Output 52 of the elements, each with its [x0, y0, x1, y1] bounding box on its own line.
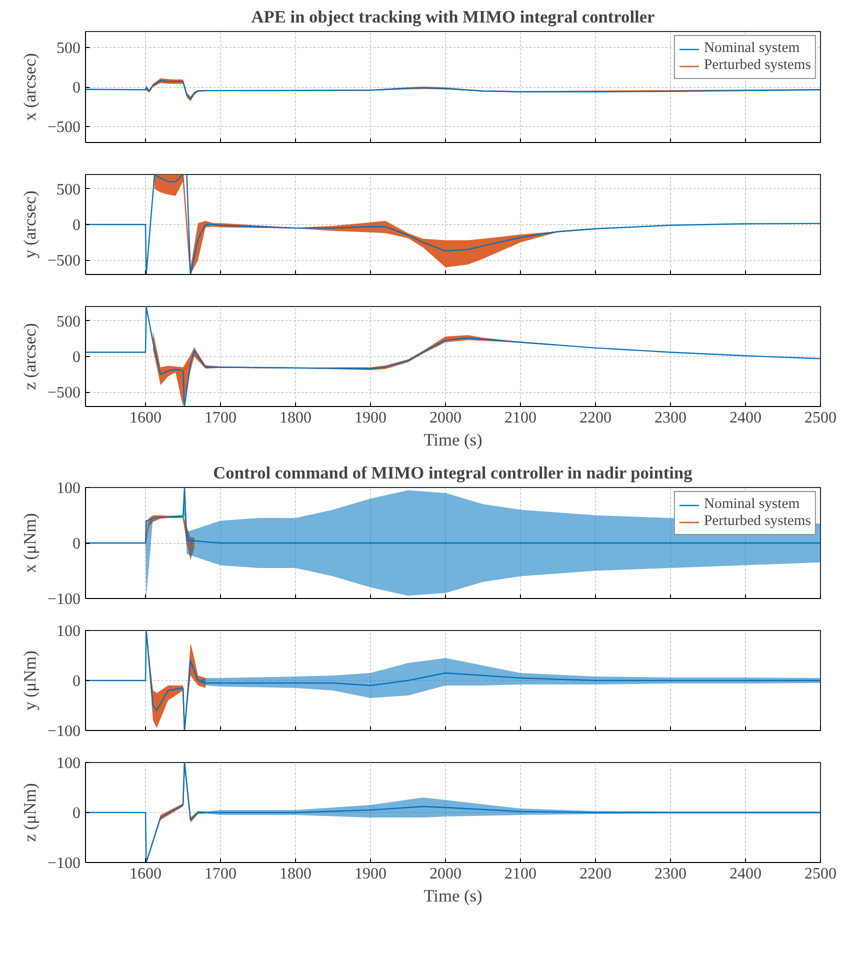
legend-label: Perturbed systems	[704, 57, 811, 74]
legend-label: Perturbed systems	[704, 513, 811, 530]
y-axis-title: y (arcsec)	[20, 190, 40, 258]
y-axis-title: x (arcsec)	[20, 52, 40, 121]
x-tick-label: 2200	[580, 410, 612, 426]
x-tick-label: 2300	[654, 866, 686, 882]
y-axis-title: z (arcsec)	[20, 322, 40, 390]
y-tick-label: −500	[47, 119, 81, 136]
chart-title: Control command of MIMO integral controller in nadir pointing	[213, 464, 693, 482]
y-tick-label: 0	[72, 805, 80, 822]
y-axis-title: z (μNm)	[20, 782, 40, 842]
y-tick-label: 100	[56, 480, 80, 497]
x-tick-label: 2500	[804, 866, 836, 882]
y-tick-label: 100	[56, 755, 80, 772]
x-tick-label: 1900	[354, 410, 386, 426]
x-tick-label: 1700	[204, 866, 236, 882]
x-tick-label: 1900	[354, 866, 386, 882]
y-axis-title: y (μNm)	[20, 650, 40, 710]
y-tick-label: −500	[47, 384, 81, 402]
x-tick-label: 2100	[504, 866, 536, 882]
y-tick-label: 0	[72, 673, 80, 690]
x-tick-label: 2400	[730, 866, 762, 882]
x-tick-label: 1600	[130, 410, 162, 426]
x-tick-label: 2400	[730, 410, 762, 426]
y-tick-label: 0	[72, 349, 80, 366]
x-tick-label: 2000	[430, 410, 462, 426]
x-tick-label: 2000	[430, 866, 462, 882]
x-tick-label: 2500	[804, 410, 836, 426]
y-tick-label: −100	[47, 723, 81, 740]
y-axis-title: x (μNm)	[20, 512, 40, 573]
y-tick-label: 0	[72, 217, 80, 234]
y-tick-label: −500	[47, 252, 81, 270]
legend-label: Nominal system	[704, 496, 800, 513]
x-tick-label: 1800	[280, 410, 312, 426]
x-tick-label: 1600	[130, 866, 162, 882]
y-tick-label: 0	[72, 536, 80, 552]
y-tick-label: −100	[47, 855, 81, 872]
x-tick-label: 1700	[204, 410, 236, 426]
legend-label: Nominal system	[704, 40, 800, 57]
x-axis-title: Time (s)	[424, 430, 483, 450]
x-tick-label: 2100	[504, 410, 536, 426]
y-tick-label: 0	[72, 80, 80, 96]
y-tick-label: 500	[56, 181, 80, 198]
y-tick-label: −100	[47, 591, 81, 608]
y-tick-label: 100	[56, 623, 80, 640]
x-axis-title: Time (s)	[424, 886, 483, 906]
x-tick-label: 2200	[580, 866, 612, 882]
y-tick-label: 500	[56, 40, 80, 57]
x-tick-label: 1800	[280, 866, 312, 882]
chart-title: APE in object tracking with MIMO integral controller	[251, 8, 656, 26]
x-tick-label: 2300	[654, 410, 686, 426]
y-tick-label: 500	[56, 313, 80, 330]
